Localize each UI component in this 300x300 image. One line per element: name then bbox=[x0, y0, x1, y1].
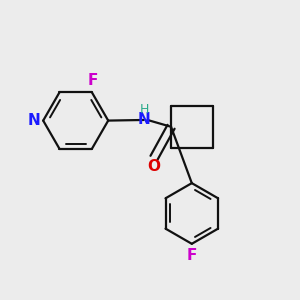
Text: F: F bbox=[187, 248, 197, 263]
Text: O: O bbox=[147, 159, 160, 174]
Text: N: N bbox=[28, 113, 40, 128]
Text: N: N bbox=[137, 112, 150, 128]
Text: F: F bbox=[88, 73, 98, 88]
Text: H: H bbox=[140, 103, 149, 116]
